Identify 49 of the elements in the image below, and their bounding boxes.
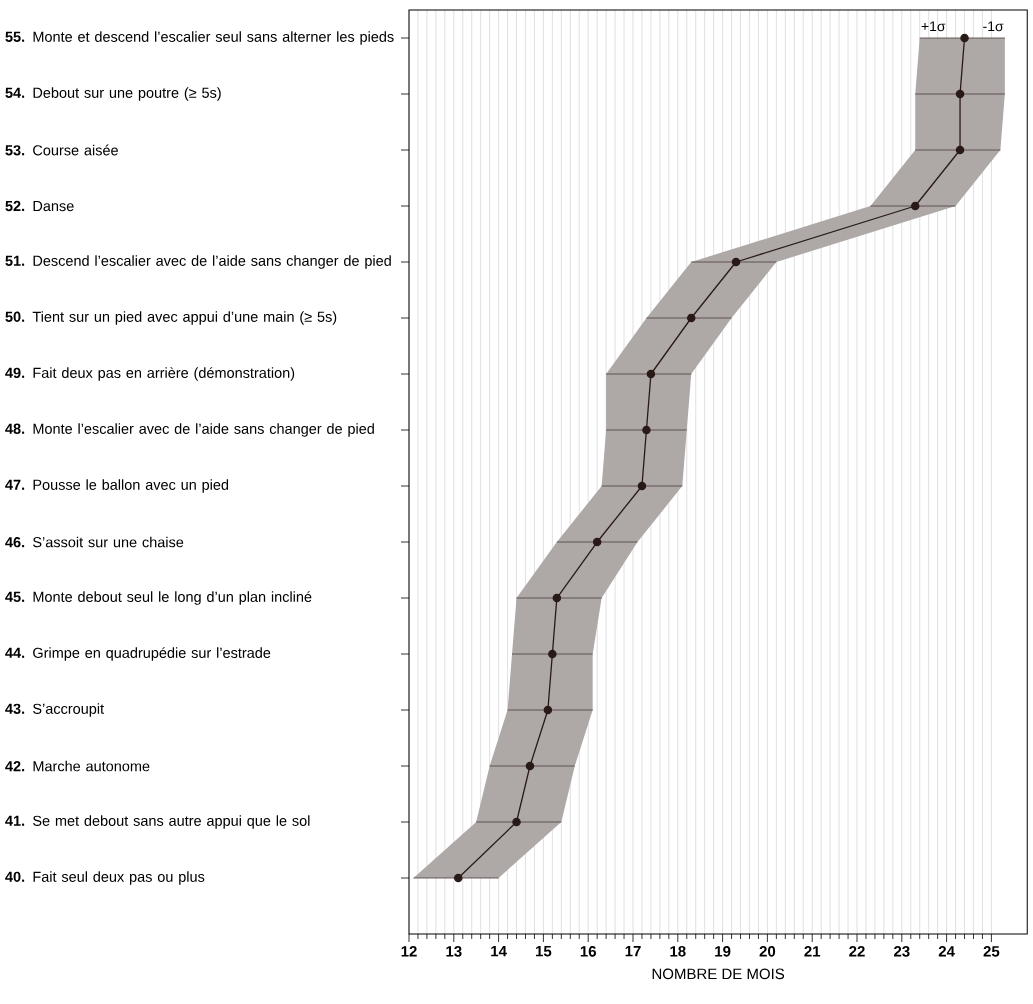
- x-tick-label: 18: [670, 946, 686, 957]
- point: [548, 649, 557, 659]
- annotation: +1σ: [921, 21, 946, 32]
- x-tick-label: 19: [715, 946, 731, 957]
- point: [512, 817, 521, 827]
- y-tick-label: 47. Pousse le ballon avec un pied: [5, 479, 229, 493]
- y-tick-label: 46. S’assoit sur une chaise: [5, 536, 184, 548]
- point: [592, 537, 602, 547]
- point: [955, 89, 965, 99]
- x-tick-label: 16: [580, 946, 596, 957]
- y-tick-label: 41. Se met debout sans autre appui que le sol: [5, 815, 310, 829]
- point: [646, 369, 656, 379]
- point: [637, 481, 647, 491]
- x-tick-label: 23: [893, 946, 910, 957]
- x-tick-label: 25: [983, 946, 1000, 957]
- y-tick-label: 53. Course aisée: [5, 144, 118, 156]
- y-tick-label: 54. Debout sur une poutre (≥ 5s): [5, 87, 221, 101]
- point: [525, 761, 535, 771]
- point: [454, 873, 463, 883]
- x-tick-label: 21: [804, 946, 821, 957]
- point: [731, 257, 741, 267]
- y-tick-label: 44. Grimpe en quadrupédie sur l’estrade: [5, 647, 271, 661]
- x-tick-label: 17: [625, 946, 641, 957]
- x-axis-title: NOMBRE DE MOIS: [652, 968, 785, 980]
- y-tick-label: 52. Danse: [5, 200, 74, 212]
- point: [552, 593, 562, 603]
- annotation: -1σ: [983, 21, 1004, 32]
- y-tick-label: 40. Fait seul deux pas ou plus: [5, 871, 205, 885]
- point: [686, 313, 696, 323]
- x-tick-label: 15: [536, 946, 552, 957]
- y-tick-label: 45. Monte debout seul le long d’un plan incliné: [5, 591, 312, 605]
- point: [642, 425, 651, 435]
- point: [955, 145, 965, 155]
- point: [910, 201, 920, 211]
- point: [960, 33, 969, 43]
- x-tick-label: 22: [849, 946, 865, 957]
- x-tick-label: 14: [491, 946, 507, 957]
- x-tick-label: 24: [938, 946, 955, 957]
- y-tick-label: 51. Descend l’escalier avec de l’aide sans changer de pied: [5, 255, 391, 269]
- x-tick-label: 12: [401, 946, 417, 957]
- y-tick-label: 55. Monte et descend l’escalier seul sans alterner les pieds: [5, 31, 394, 45]
- point: [543, 705, 553, 715]
- y-tick-label: 42. Marche autonome: [5, 760, 150, 772]
- x-tick-label: 13: [446, 946, 462, 957]
- y-tick-label: 50. Tient sur un pied avec appui d’une main (≥ 5s): [5, 311, 337, 325]
- y-tick-label: 43. S’accroupit: [5, 703, 104, 717]
- y-tick-label: 49. Fait deux pas en arrière (démonstration): [5, 367, 295, 381]
- x-tick-label: 20: [759, 946, 776, 957]
- y-tick-label: 48. Monte l’escalier avec de l’aide sans changer de pied: [5, 423, 374, 437]
